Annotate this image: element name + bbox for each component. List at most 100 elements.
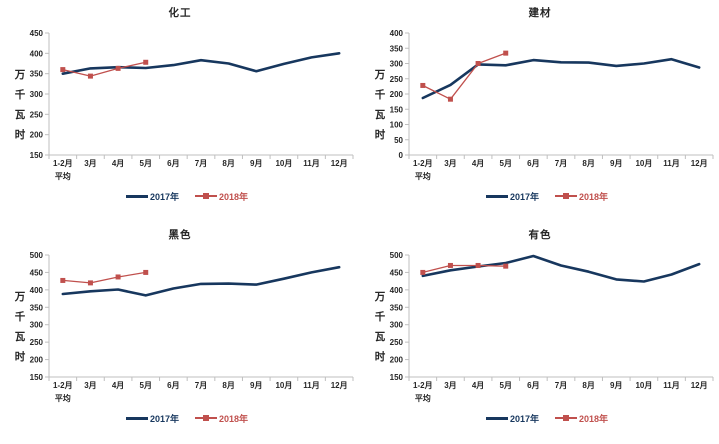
legend-item-2018: 2018年 <box>195 190 248 203</box>
y-tick-label: 500 <box>390 251 404 260</box>
y-axis-title-char: 瓦 <box>15 331 26 343</box>
x-tick-label: 3月 <box>84 381 96 390</box>
legend-label-2017: 2017年 <box>509 191 539 202</box>
legend-item-2017: 2017年 <box>485 412 539 425</box>
chart-legend: 2017年 2018年 <box>374 189 719 203</box>
legend-label-2018: 2018年 <box>579 191 609 202</box>
y-axis-title-char: 时 <box>375 350 386 363</box>
y-tick-label: 150 <box>30 373 44 382</box>
chart-legend: 2017年 2018年 <box>374 411 719 425</box>
legend-label-2018: 2018年 <box>219 191 249 202</box>
x-tick-label: 9月 <box>250 159 262 168</box>
y-tick-label: 150 <box>30 151 44 160</box>
x-tick-label: 12月 <box>691 159 708 168</box>
x-tick-label: 5月 <box>140 159 152 168</box>
x-tick-label: 9月 <box>610 159 622 168</box>
series-marker <box>115 274 121 280</box>
series-marker <box>420 82 426 88</box>
y-tick-label: 450 <box>30 268 44 277</box>
y-axis-title-char: 千 <box>15 88 26 101</box>
line-marker-swatch-2018-icon <box>195 193 217 199</box>
x-tick-label: 6月 <box>167 159 179 168</box>
y-axis-title-char: 时 <box>15 128 26 141</box>
y-tick-label: 300 <box>390 321 404 330</box>
line-swatch-2017-icon <box>485 416 508 420</box>
y-tick-label: 50 <box>394 136 403 145</box>
x-tick-label: 6月 <box>167 381 179 390</box>
chart-building-materials: 建材 0 50 100 150 200 250 300 350 400 1-2月 平均 3月 4月 5月 6… <box>360 0 719 222</box>
x-tick-label: 4月 <box>112 159 124 168</box>
y-tick-label: 300 <box>30 90 44 99</box>
x-tick-label: 1-2月 <box>53 159 73 168</box>
y-tick-label: 400 <box>390 29 404 38</box>
y-tick-label: 450 <box>30 29 44 38</box>
line-marker-swatch-2018-icon <box>555 193 577 199</box>
y-tick-label: 400 <box>30 49 44 58</box>
series-marker <box>115 65 121 71</box>
y-tick-label: 200 <box>390 90 404 99</box>
series-marker <box>143 269 149 275</box>
line-swatch-2017-icon <box>125 416 148 420</box>
x-tick-label: 4月 <box>472 381 484 390</box>
y-tick-label: 350 <box>390 44 404 53</box>
x-tick-label: 11月 <box>663 381 679 390</box>
x-tick-label: 11月 <box>663 159 679 168</box>
x-tick-label: 平均 <box>415 171 431 181</box>
y-axis-title-char: 时 <box>15 350 26 363</box>
x-tick-label: 10月 <box>635 159 652 168</box>
x-tick-label: 1-2月 <box>53 381 73 390</box>
series-marker <box>447 96 453 102</box>
x-tick-label: 11月 <box>303 381 319 390</box>
legend-label-2017: 2017年 <box>149 413 179 424</box>
y-axis-title-char: 万 <box>374 291 386 303</box>
line-swatch-2017-icon <box>125 194 148 198</box>
x-tick-label: 4月 <box>472 159 484 168</box>
y-tick-label: 300 <box>390 60 404 69</box>
series-marker <box>143 59 149 65</box>
series-marker <box>87 280 93 286</box>
y-tick-label: 150 <box>390 105 404 114</box>
legend-item-2017: 2017年 <box>125 190 179 203</box>
x-tick-label: 7月 <box>195 159 207 168</box>
line-swatch-2017-icon <box>485 194 508 198</box>
series-marker <box>420 269 426 275</box>
series-marker <box>475 262 481 268</box>
x-tick-label: 7月 <box>195 381 207 390</box>
y-tick-label: 350 <box>30 303 44 312</box>
legend-item-2018: 2018年 <box>555 190 608 203</box>
y-tick-label: 250 <box>390 338 404 347</box>
y-tick-label: 400 <box>390 286 404 295</box>
x-tick-label: 3月 <box>444 159 456 168</box>
y-tick-label: 200 <box>30 131 44 140</box>
y-axis-title-char: 万 <box>374 69 386 81</box>
legend-label-2017: 2017年 <box>149 191 179 202</box>
series-line-2017年 <box>421 254 701 283</box>
y-axis-title-char: 千 <box>15 310 26 323</box>
x-tick-label: 6月 <box>527 159 539 168</box>
y-tick-label: 150 <box>390 373 404 382</box>
y-axis-title-char: 千 <box>375 88 386 101</box>
legend-item-2017: 2017年 <box>125 412 179 425</box>
chart-nonferrous: 有色 150 200 250 300 350 400 450 500 1-2月 平均 3月 4月 5月 6… <box>360 222 719 444</box>
series-line-2017年 <box>61 51 341 75</box>
y-tick-label: 250 <box>30 110 44 119</box>
x-tick-label: 3月 <box>444 381 456 390</box>
y-tick-label: 100 <box>390 121 404 130</box>
y-axis-title-char: 瓦 <box>15 109 26 121</box>
x-tick-label: 10月 <box>275 381 292 390</box>
x-tick-label: 6月 <box>527 381 539 390</box>
x-tick-label: 8月 <box>222 159 234 168</box>
x-tick-label: 平均 <box>415 393 431 403</box>
x-tick-label: 3月 <box>84 159 96 168</box>
x-tick-label: 10月 <box>635 381 652 390</box>
chart-legend: 2017年 2018年 <box>14 411 360 425</box>
series-marker <box>60 67 66 73</box>
line-marker-swatch-2018-icon <box>195 415 217 421</box>
x-tick-label: 1-2月 <box>413 159 433 168</box>
chart-title: 黑色 <box>168 229 192 241</box>
chart-title: 建材 <box>528 7 552 19</box>
legend-item-2017: 2017年 <box>485 190 539 203</box>
